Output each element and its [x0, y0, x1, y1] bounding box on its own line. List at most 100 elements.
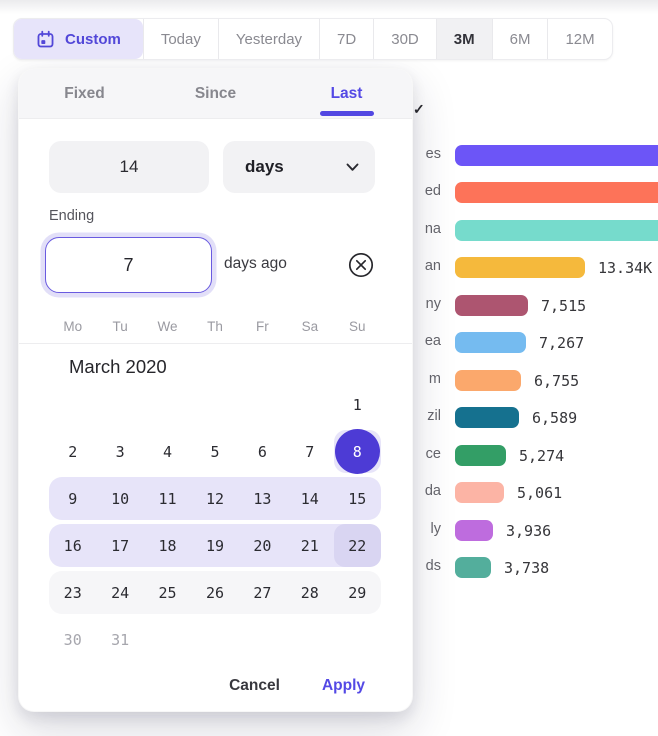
- day-5[interactable]: 5: [210, 442, 220, 461]
- day-30[interactable]: 30: [63, 630, 82, 649]
- bar-label: zil: [427, 408, 441, 424]
- range-button-yesterday[interactable]: Yesterday: [217, 19, 319, 59]
- day-empty: [191, 383, 238, 426]
- day-26[interactable]: 26: [205, 583, 224, 602]
- day-13[interactable]: 13: [253, 489, 272, 508]
- day-20[interactable]: 20: [253, 536, 272, 555]
- bar-label: ce: [425, 446, 441, 462]
- range-button-7d[interactable]: 7D: [319, 19, 373, 59]
- bar[interactable]: [455, 407, 519, 428]
- bar-label: na: [424, 221, 441, 237]
- bar[interactable]: [455, 145, 658, 166]
- active-tab-underline: [319, 111, 374, 116]
- range-button-30d[interactable]: 30D: [373, 19, 436, 59]
- day-empty: [286, 618, 333, 661]
- day-6[interactable]: 6: [257, 442, 267, 461]
- day-empty: [49, 383, 96, 426]
- bar[interactable]: [455, 220, 658, 241]
- bar[interactable]: [455, 332, 526, 353]
- day-19[interactable]: 19: [205, 536, 224, 555]
- ending-value-input[interactable]: 7: [45, 237, 212, 293]
- range-button-12m[interactable]: 12M: [547, 19, 611, 59]
- tab-fixed[interactable]: Fixed: [64, 84, 105, 102]
- top-shadow-band: [0, 0, 658, 14]
- chevron-down-icon: [346, 157, 359, 177]
- weekday-tu: Tu: [112, 318, 128, 334]
- weekday-fr: Fr: [256, 318, 269, 334]
- day-2[interactable]: 2: [68, 442, 78, 461]
- day-18[interactable]: 18: [158, 536, 177, 555]
- day-12[interactable]: 12: [205, 489, 224, 508]
- day-1[interactable]: 1: [352, 395, 362, 414]
- popover-footer: Cancel Apply: [229, 677, 365, 695]
- bar-label: ds: [425, 558, 441, 574]
- calendar-grid: 1 2 3 4 5 6 7 8 9 10 11 12 13 14 15 16 17 18 19 20 21 22 23 24 2…: [49, 383, 381, 665]
- range-button-6m[interactable]: 6M: [491, 19, 548, 59]
- day-empty: [239, 618, 286, 661]
- bar[interactable]: [455, 295, 528, 316]
- range-button-3m[interactable]: 3M: [435, 19, 492, 59]
- day-14[interactable]: 14: [300, 489, 319, 508]
- clear-ending-button[interactable]: [344, 248, 378, 282]
- chart-row-ds: ds 3,738: [0, 557, 658, 578]
- day-21[interactable]: 21: [300, 536, 319, 555]
- bar-label: ed: [424, 183, 441, 199]
- quick-range-toolbar: Custom Today Yesterday 7D 30D 3M 6M 12M: [13, 18, 613, 60]
- day-7[interactable]: 7: [305, 442, 315, 461]
- tab-since[interactable]: Since: [194, 84, 237, 102]
- day-17[interactable]: 17: [111, 536, 130, 555]
- weekday-we: We: [157, 318, 178, 334]
- bar-label: ny: [425, 296, 441, 312]
- bar-label: es: [425, 146, 441, 162]
- day-25[interactable]: 25: [158, 583, 177, 602]
- bar-value: 6,589: [532, 409, 578, 427]
- day-empty: [144, 618, 191, 661]
- day-4[interactable]: 4: [163, 442, 173, 461]
- bar[interactable]: [455, 482, 504, 503]
- bar[interactable]: [455, 257, 585, 278]
- weekday-sa: Sa: [301, 318, 319, 334]
- weekday-mo: Mo: [63, 318, 83, 334]
- day-22[interactable]: 22: [333, 524, 381, 567]
- duration-unit-select[interactable]: days: [223, 141, 375, 193]
- tab-last[interactable]: Last: [281, 69, 412, 118]
- duration-value-input[interactable]: 14: [49, 141, 209, 193]
- custom-range-button[interactable]: Custom: [14, 19, 143, 59]
- day-16[interactable]: 16: [63, 536, 82, 555]
- apply-button[interactable]: Apply: [321, 677, 365, 694]
- day-28[interactable]: 28: [300, 583, 319, 602]
- day-10[interactable]: 10: [111, 489, 130, 508]
- day-23[interactable]: 23: [63, 583, 82, 602]
- bar[interactable]: [455, 445, 506, 466]
- selected-day-circle: 8: [334, 429, 380, 474]
- bar-label: da: [424, 483, 441, 499]
- day-15[interactable]: 15: [348, 489, 367, 508]
- bar-value: 5,274: [519, 447, 565, 465]
- bar[interactable]: [455, 182, 658, 203]
- day-27[interactable]: 27: [253, 583, 272, 602]
- bar-value: 7,267: [539, 334, 585, 352]
- day-9[interactable]: 9: [68, 489, 78, 508]
- date-range-popover: Fixed Since Last 14 days Ending 7 days ago…: [18, 68, 413, 712]
- cancel-button[interactable]: Cancel: [229, 677, 280, 694]
- day-empty: [191, 618, 238, 661]
- bar[interactable]: [455, 370, 521, 391]
- weekday-th: Th: [207, 318, 223, 334]
- day-29[interactable]: 29: [348, 583, 367, 602]
- chart-row-da: da 5,061: [0, 482, 658, 503]
- day-empty: [239, 383, 286, 426]
- calendar-week-row: 1: [49, 383, 381, 426]
- bar[interactable]: [455, 557, 491, 578]
- bar-label: m: [428, 371, 441, 387]
- bar[interactable]: [455, 520, 493, 541]
- day-11[interactable]: 11: [158, 489, 177, 508]
- chart-row-ce: ce 5,274: [0, 445, 658, 466]
- day-31[interactable]: 31: [111, 630, 130, 649]
- day-8[interactable]: 8: [333, 429, 381, 474]
- weekday-su: Su: [348, 318, 366, 334]
- day-24[interactable]: 24: [111, 583, 130, 602]
- day-3[interactable]: 3: [115, 442, 125, 461]
- range-button-today[interactable]: Today: [142, 19, 218, 59]
